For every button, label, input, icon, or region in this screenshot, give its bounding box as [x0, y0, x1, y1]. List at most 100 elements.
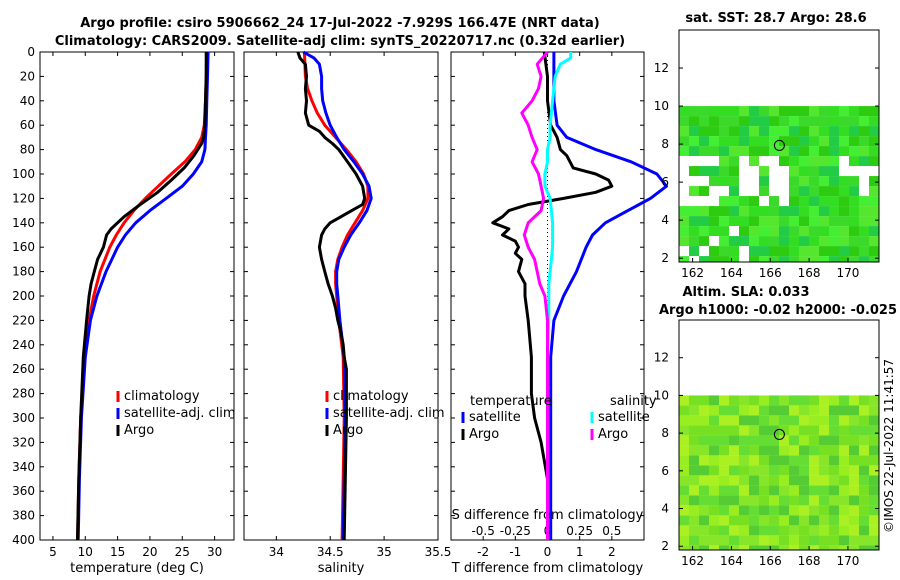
map-cell: [739, 415, 749, 426]
map-cell: [739, 405, 749, 416]
map-cell: [859, 545, 869, 550]
map-cell: [739, 166, 749, 177]
map-cell: [699, 236, 709, 247]
map-cell: [759, 196, 769, 207]
map-cell: [789, 405, 799, 416]
x-tick-label: 2: [608, 545, 616, 559]
map-cell: [689, 186, 699, 197]
x-axis-label: temperature (deg C): [70, 561, 204, 576]
map-cell: [829, 415, 839, 426]
y-tick-label: 120: [12, 191, 35, 205]
map-cell: [789, 545, 799, 550]
map-cell: [689, 246, 699, 257]
map-cell: [779, 545, 789, 550]
map-y-tick-label: 8: [661, 426, 669, 440]
map-cell: [729, 495, 739, 506]
map-cell: [779, 136, 789, 147]
map-cell: [729, 256, 739, 262]
map-cell: [679, 206, 689, 217]
map-cell: [749, 545, 759, 550]
map-cell: [809, 166, 819, 177]
map-cell: [829, 166, 839, 177]
map-cell: [759, 226, 769, 237]
map-cell: [839, 415, 849, 426]
map-cell: [859, 395, 869, 406]
map-cell: [749, 116, 759, 127]
map-cell: [849, 435, 859, 446]
map-cell: [709, 156, 719, 167]
map-cell: [699, 425, 709, 436]
map-cell: [829, 186, 839, 197]
map-cell: [719, 425, 729, 436]
map-cell: [809, 525, 819, 536]
map-cell: [689, 236, 699, 247]
map-x-tick-label: 162: [681, 554, 704, 568]
map-cell: [859, 495, 869, 506]
map-cell: [729, 395, 739, 406]
map-cell: [779, 186, 789, 197]
map-cell: [689, 405, 699, 416]
map-cell: [729, 126, 739, 137]
map-cell: [759, 176, 769, 187]
map-cell: [729, 415, 739, 426]
map-cell: [739, 535, 749, 546]
map-cell: [839, 535, 849, 546]
map-cell: [759, 395, 769, 406]
map-cell: [869, 256, 879, 262]
map-cell: [699, 146, 709, 157]
map-cell: [789, 136, 799, 147]
map-cell: [859, 196, 869, 207]
map-cell: [869, 435, 879, 446]
map-cell: [809, 425, 819, 436]
map-cell: [729, 505, 739, 516]
y-tick-label: 160: [12, 240, 35, 254]
map-cell: [799, 535, 809, 546]
map-cell: [819, 226, 829, 237]
map-cell: [709, 435, 719, 446]
map-cell: [699, 515, 709, 526]
map-x-tick-label: 164: [720, 554, 743, 568]
x-tick-label: 30: [207, 545, 222, 559]
legend-label: satellite-adj. clim: [124, 406, 236, 421]
map-cell: [709, 405, 719, 416]
map-cell: [749, 166, 759, 177]
map-cell: [759, 216, 769, 227]
map-cell: [869, 196, 879, 207]
map-cell: [679, 545, 689, 550]
map-cell: [759, 495, 769, 506]
map-cell: [769, 505, 779, 516]
map-cell: [839, 256, 849, 262]
map-cell: [859, 415, 869, 426]
map-cell: [689, 256, 699, 262]
map-cell: [739, 525, 749, 536]
map-cell: [839, 226, 849, 237]
map-cell: [799, 485, 809, 496]
map-cell: [699, 495, 709, 506]
map-cell: [849, 216, 859, 227]
map-cell: [849, 126, 859, 137]
map-y-tick-label: 10: [654, 99, 669, 113]
map-cell: [799, 216, 809, 227]
y-tick-label: 260: [12, 362, 35, 376]
title-line-2: Climatology: CARS2009. Satellite-adj cli…: [55, 34, 625, 49]
map-cell: [789, 495, 799, 506]
map-cell: [699, 475, 709, 486]
map-cell: [709, 126, 719, 137]
map-cell: [839, 455, 849, 466]
map-cell: [719, 176, 729, 187]
map-cell: [719, 166, 729, 177]
x-tick-label: 34.5: [317, 545, 344, 559]
map-cell: [869, 515, 879, 526]
map-cell: [749, 445, 759, 456]
map-cell: [769, 256, 779, 262]
map-cell: [819, 515, 829, 526]
map-cell: [809, 435, 819, 446]
map-cell: [849, 495, 859, 506]
map-cell: [809, 485, 819, 496]
map-cell: [839, 136, 849, 147]
map-cell: [809, 126, 819, 137]
legend-label: satellite: [598, 410, 650, 425]
map-cell: [859, 475, 869, 486]
map-cell: [679, 136, 689, 147]
